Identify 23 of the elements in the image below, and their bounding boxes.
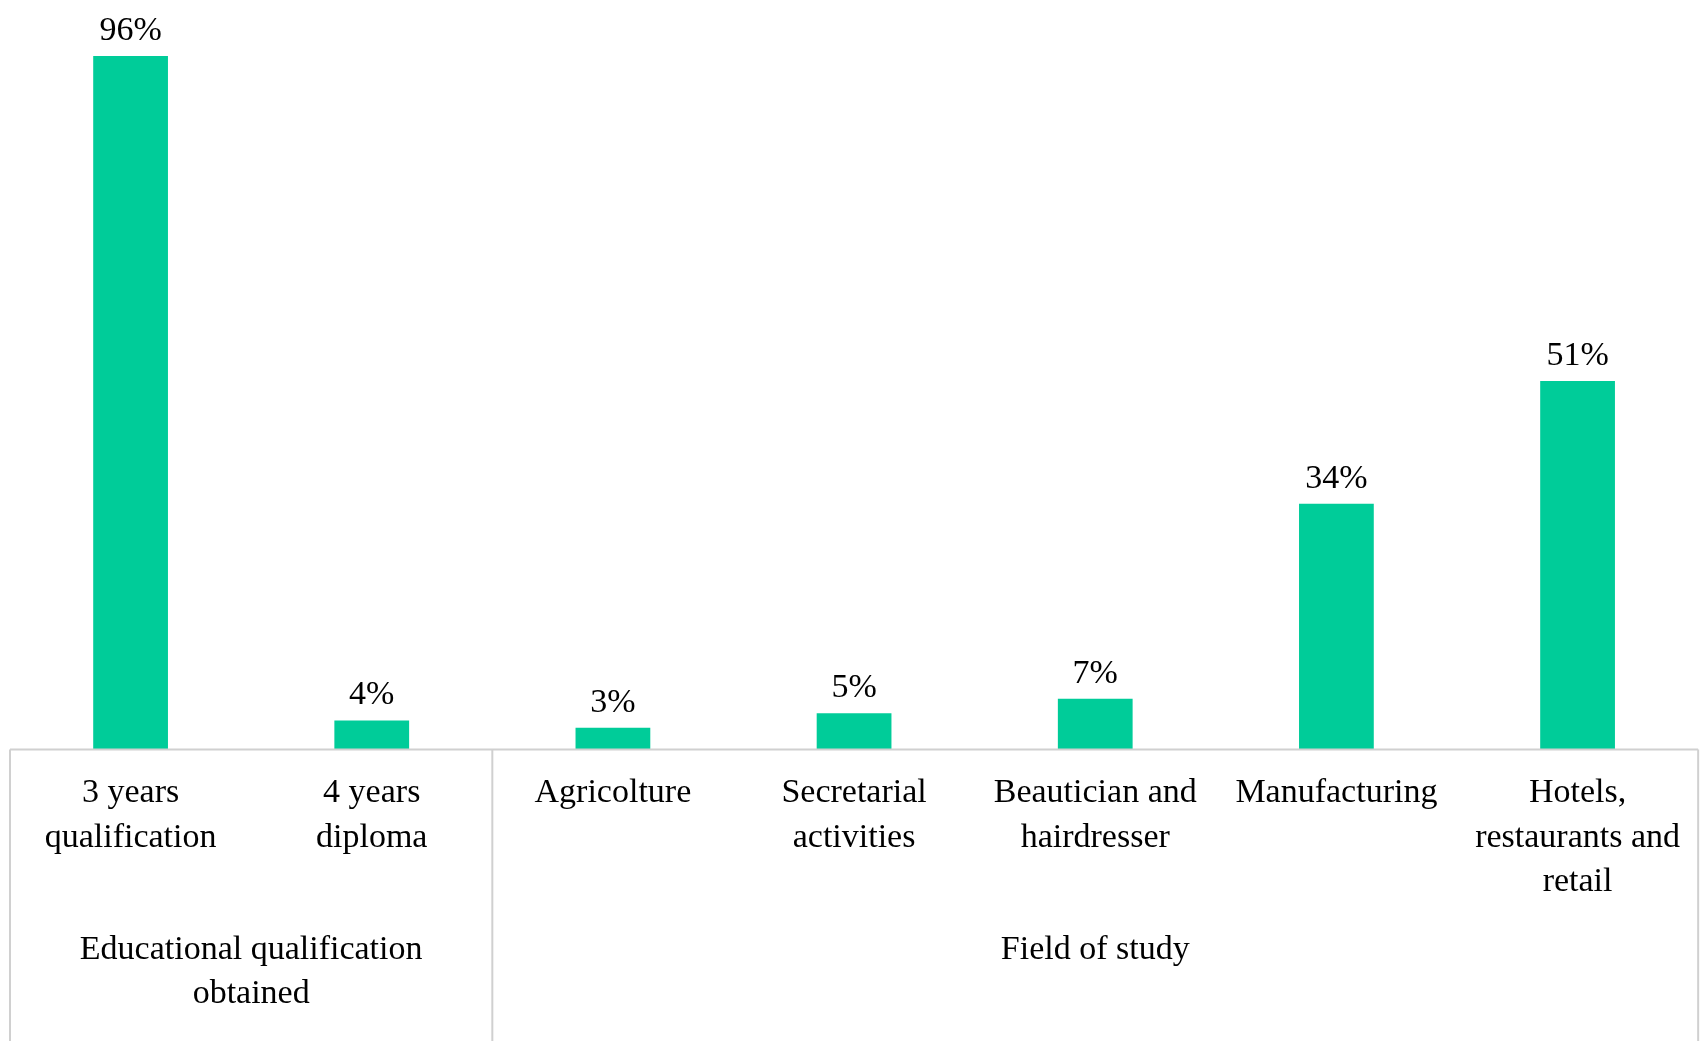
data-label: 4% [349,674,395,712]
bar [1540,380,1615,750]
data-label: 34% [1305,457,1368,495]
data-label: 96% [99,9,162,47]
bar [334,720,410,750]
text: Educational qualification obtained [79,929,423,1011]
x-tick-label: Manufacturing [1235,772,1438,810]
data-label: 7% [1072,652,1118,690]
data-label: 51% [1546,334,1609,372]
data-label: 5% [831,667,877,705]
x-tick-label: Agricolture [534,772,692,810]
bar [575,727,651,750]
x-tick-label: Hotels, restaurants and retail [1475,772,1681,898]
data-label: 3% [590,681,636,719]
bar [816,713,892,750]
bar [1057,698,1133,750]
x-tick-label: Secretarial activities [781,772,927,854]
bar [93,55,168,750]
x-tick-label: Beautician and hairdresser [993,772,1197,854]
bar [1299,503,1374,750]
text: Field of study [1000,929,1190,967]
x-tick-label: 3 years qualification [44,772,217,854]
x-tick-label: 4 years diploma [316,772,428,854]
